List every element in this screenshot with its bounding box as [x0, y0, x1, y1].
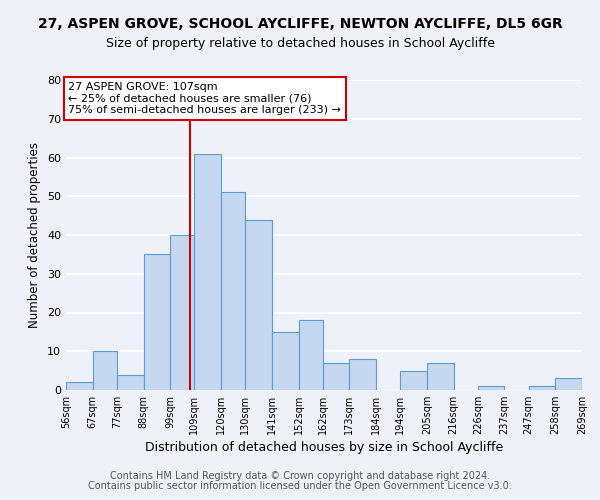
Bar: [478, 386, 505, 390]
Text: Contains public sector information licensed under the Open Government Licence v3: Contains public sector information licen…: [88, 481, 512, 491]
Text: 27, ASPEN GROVE, SCHOOL AYCLIFFE, NEWTON AYCLIFFE, DL5 6GR: 27, ASPEN GROVE, SCHOOL AYCLIFFE, NEWTON…: [38, 18, 562, 32]
X-axis label: Distribution of detached houses by size in School Aycliffe: Distribution of detached houses by size …: [145, 441, 503, 454]
Bar: [556, 378, 582, 390]
Bar: [427, 363, 454, 390]
Bar: [272, 332, 299, 390]
Bar: [143, 254, 170, 390]
Bar: [194, 154, 221, 390]
Bar: [323, 363, 349, 390]
Y-axis label: Number of detached properties: Number of detached properties: [28, 142, 41, 328]
Bar: [117, 374, 143, 390]
Text: Size of property relative to detached houses in School Aycliffe: Size of property relative to detached ho…: [106, 38, 494, 51]
Bar: [400, 370, 427, 390]
Bar: [349, 359, 376, 390]
Text: 27 ASPEN GROVE: 107sqm
← 25% of detached houses are smaller (76)
75% of semi-det: 27 ASPEN GROVE: 107sqm ← 25% of detached…: [68, 82, 341, 115]
Bar: [529, 386, 556, 390]
Bar: [66, 382, 92, 390]
Bar: [245, 220, 272, 390]
Bar: [170, 235, 194, 390]
Bar: [221, 192, 245, 390]
Text: Contains HM Land Registry data © Crown copyright and database right 2024.: Contains HM Land Registry data © Crown c…: [110, 471, 490, 481]
Bar: [92, 351, 117, 390]
Bar: [582, 382, 600, 390]
Bar: [299, 320, 323, 390]
